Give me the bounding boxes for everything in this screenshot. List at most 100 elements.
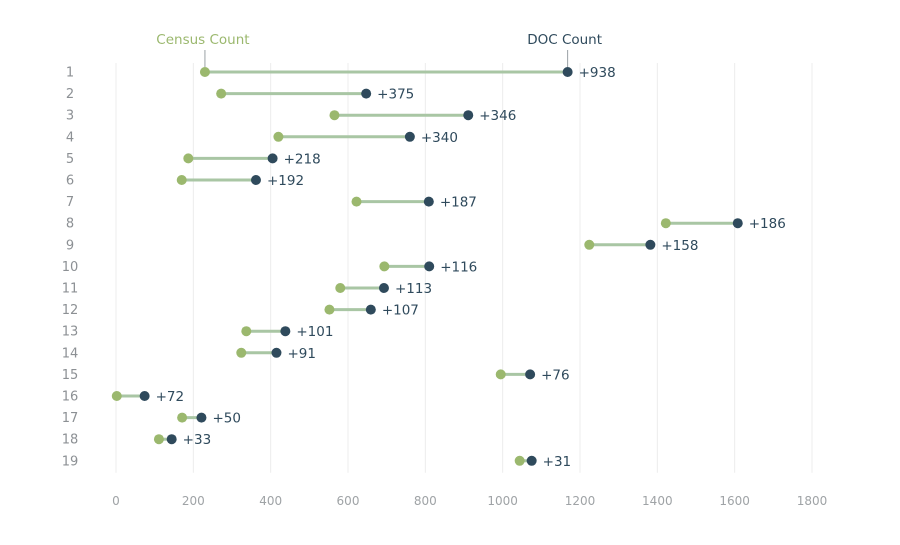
row-label: 5 [66, 152, 74, 167]
difference-label: +33 [183, 432, 212, 448]
difference-label: +101 [296, 324, 333, 340]
row-label: 16 [62, 390, 79, 405]
difference-label: +375 [377, 87, 414, 103]
census-point [176, 175, 187, 185]
row-label: 13 [62, 325, 79, 340]
chart-row: 2 +375 [66, 87, 414, 103]
legend: Census Count DOC Count [156, 32, 602, 67]
chart-row: 17 +50 [62, 411, 241, 427]
chart-row: 7 +187 [66, 195, 477, 211]
census-point [514, 455, 525, 466]
census-point [273, 131, 284, 142]
census-point [111, 391, 122, 401]
row-label: 15 [62, 368, 79, 383]
difference-label: +218 [284, 151, 321, 167]
difference-label: +346 [479, 108, 516, 124]
census-point [379, 261, 390, 272]
row-label: 14 [62, 346, 79, 361]
difference-label: +72 [156, 389, 185, 405]
chart-row: 15 +76 [62, 367, 570, 383]
difference-label: +192 [267, 173, 304, 189]
chart-row: 9 +158 [66, 238, 699, 254]
census-point [324, 304, 335, 315]
census-point [495, 369, 506, 380]
doc-point [280, 326, 291, 337]
census-point [241, 326, 252, 337]
chart-row: 16 +72 [62, 389, 184, 405]
difference-label: +340 [421, 130, 458, 146]
legend-census-label: Census Count [156, 32, 249, 48]
doc-point [267, 153, 278, 164]
difference-label: +50 [212, 411, 241, 427]
x-tick-label: 1800 [797, 494, 828, 508]
chart-row: 5 +218 [66, 151, 321, 167]
doc-point [271, 347, 282, 358]
doc-point [378, 283, 389, 293]
difference-label: +91 [287, 346, 316, 362]
census-point [216, 88, 227, 99]
difference-label: +158 [661, 238, 698, 254]
row-label: 12 [62, 303, 79, 318]
x-tick-label: 800 [414, 494, 437, 508]
doc-point [463, 110, 474, 121]
chart-row: 12 +107 [62, 303, 419, 319]
chart-row: 11 +113 [62, 281, 432, 297]
census-point [199, 67, 210, 77]
legend-doc-label: DOC Count [527, 32, 602, 48]
chart-row: 19 +31 [62, 454, 571, 470]
row-label: 3 [66, 109, 74, 124]
difference-label: +107 [382, 303, 419, 319]
x-tick-label: 1600 [719, 494, 750, 508]
difference-label: +31 [543, 454, 572, 470]
row-label: 18 [62, 433, 79, 448]
x-tick-label: 600 [337, 494, 360, 508]
doc-point [423, 196, 434, 207]
x-tick-label: 0 [112, 494, 120, 508]
row-label: 19 [62, 454, 79, 469]
doc-point [645, 239, 656, 250]
doc-point [250, 175, 261, 185]
difference-label: +113 [395, 281, 432, 297]
chart-row: 10 +116 [62, 259, 478, 275]
chart-row: 6 +192 [66, 173, 304, 189]
doc-point [562, 67, 573, 77]
census-point [177, 412, 188, 423]
x-tick-label: 400 [259, 494, 282, 508]
x-tick-label: 1000 [487, 494, 518, 508]
difference-label: +186 [749, 216, 786, 232]
doc-point [732, 218, 743, 229]
doc-point [404, 131, 415, 142]
row-label: 8 [66, 217, 74, 232]
doc-point [196, 412, 207, 423]
doc-point [525, 369, 536, 380]
doc-point [166, 434, 177, 445]
x-tick-label: 1400 [642, 494, 673, 508]
census-point [183, 153, 194, 164]
row-label: 6 [66, 174, 74, 189]
x-tick-label: 200 [182, 494, 205, 508]
row-label: 2 [66, 87, 74, 102]
census-point [660, 218, 671, 229]
chart-row: 1 +938 [66, 65, 616, 81]
chart-rows: 1 +938 2 +375 3 +346 4 +340 5 +218 6 +192 7 +187 8 +186… [62, 65, 786, 470]
x-tick-label: 1200 [565, 494, 596, 508]
doc-point [361, 88, 372, 99]
row-label: 11 [62, 282, 79, 297]
row-label: 10 [62, 260, 79, 275]
census-point [335, 283, 346, 293]
x-axis: 0 200 400 600 800 1000 1200 1400 1600 1800 [112, 494, 827, 508]
row-label: 17 [62, 411, 79, 426]
chart-row: 13 +101 [62, 324, 334, 340]
row-label: 7 [66, 195, 74, 210]
difference-label: +116 [440, 259, 477, 275]
doc-point [139, 391, 150, 401]
row-label: 1 [66, 66, 74, 81]
difference-label: +76 [541, 367, 570, 383]
census-point [236, 347, 247, 358]
chart-row: 8 +186 [66, 216, 786, 232]
chart-row: 3 +346 [66, 108, 516, 124]
census-point [329, 110, 340, 121]
census-point [153, 434, 164, 445]
row-label: 9 [66, 238, 74, 253]
